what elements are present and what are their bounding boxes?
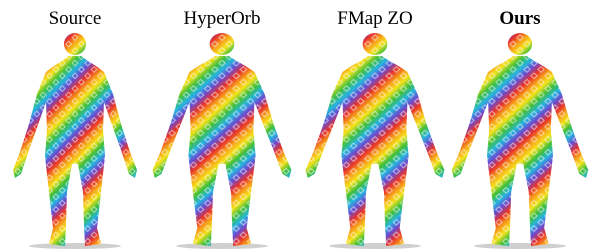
ground-shadow: [329, 243, 421, 249]
head-texture: [64, 33, 86, 55]
body-texture: [13, 56, 137, 246]
method-label: Source: [49, 8, 102, 29]
method-label: HyperOrb: [183, 8, 260, 29]
ground-shadow: [29, 243, 121, 249]
method-label: Ours: [499, 8, 540, 29]
body-texture: [452, 56, 588, 246]
head-texture: [210, 33, 235, 55]
body-texture: [306, 56, 445, 246]
method-label: FMap ZO: [337, 8, 412, 29]
human-shape: [452, 33, 588, 246]
figure: Source HyperOrb FMap ZO Ours: [0, 0, 604, 252]
human-shape: [13, 33, 137, 246]
human-shape: [306, 33, 445, 246]
ground-shadow: [474, 243, 566, 249]
head-texture: [363, 33, 388, 55]
ground-shadow: [176, 243, 268, 249]
human-shape: [153, 33, 292, 246]
head-texture: [508, 33, 532, 55]
figures: Source HyperOrb FMap ZO Ours: [13, 8, 588, 249]
body-texture: [153, 56, 292, 246]
